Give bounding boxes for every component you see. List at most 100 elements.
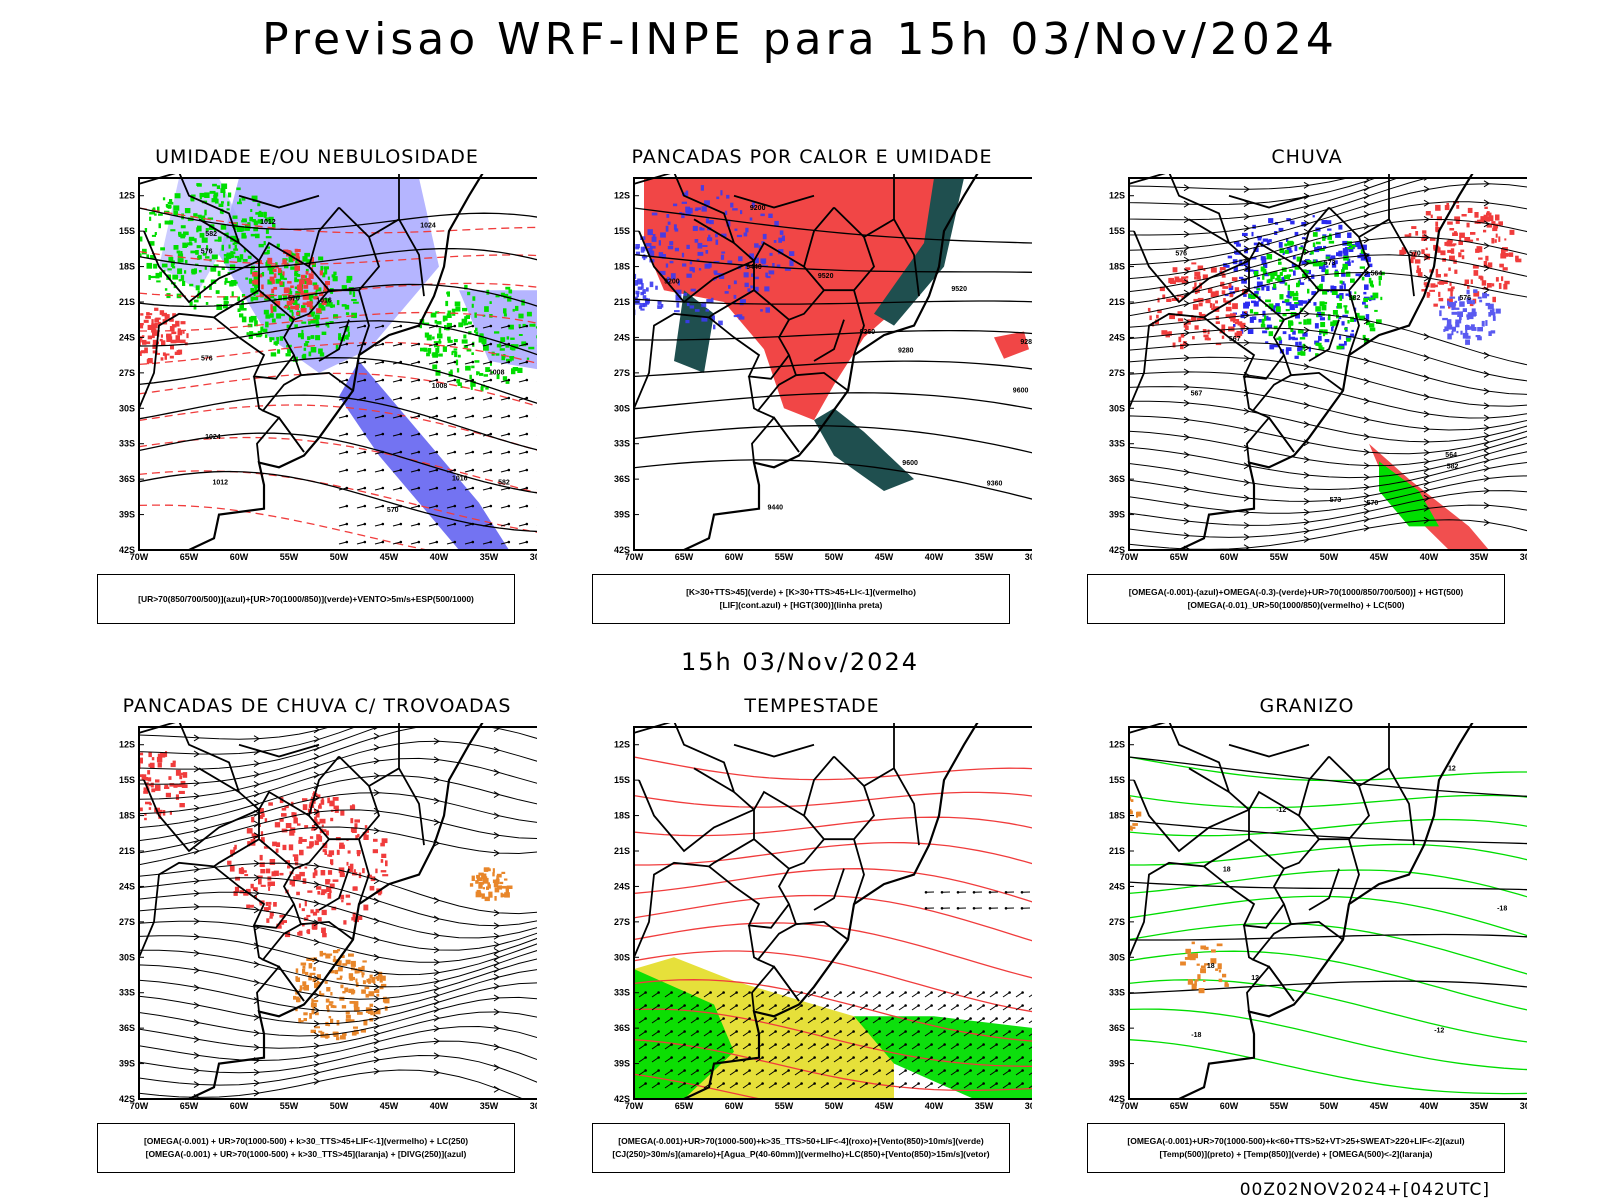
lon-tick-label: 60W [725,1101,744,1111]
lon-tick-label: 40W [1420,1101,1439,1111]
contour-label: 9200 [750,205,766,212]
lon-tick-label: 65W [675,1101,694,1111]
legend-line: [UR>70(850/700/500)](azul)+[UR>70(1000/8… [138,593,474,604]
lat-tick-label: 24S [119,332,135,342]
panel-title: PANCADAS POR CALOR E UMIDADE [631,146,993,168]
contour-label: 9600 [902,460,918,467]
contour-label: 1008 [432,383,448,390]
lat-tick-label: 21S [1109,846,1125,856]
panel-title: PANCADAS DE CHUVA C/ TROVOADAS [122,695,512,717]
lon-tick-label: 50W [825,1101,844,1111]
lon-tick-label: 40W [430,552,449,562]
lat-tick-label: 27S [119,368,135,378]
panel-title: GRANIZO [1259,695,1355,717]
contour-label: 576 [201,355,213,362]
contour-label: 18 [1223,867,1231,874]
panel-chuva: CHUVA 582 582 576 576 573 573 570 570 567 567 564 5… [1087,146,1527,636]
lat-tick-label: 21S [614,846,630,856]
legend-line: [OMEGA(-0.001)-(azul)+OMEGA(-0.3)-(verde… [1128,587,1464,597]
lon-tick-label: 55W [280,552,299,562]
contour-label: 1008 [489,370,505,377]
lat-tick-label: 12S [119,740,135,750]
panel-legend: [OMEGA(-0.001) + UR>70(1000-500) + k>30_… [97,1123,515,1173]
panel-pancadas-calor: PANCADAS POR CALOR E UMIDADE 9600 9600 952… [592,146,1032,636]
lon-tick-label: 55W [280,1101,299,1111]
lat-tick-label: 12S [1109,191,1125,201]
run-footer: 00Z02NOV2024+[042UTC] [1239,1180,1490,1200]
contour-label: 570 [387,507,399,514]
contour-label: 18 [1207,963,1215,970]
lon-tick-label: 50W [330,1101,349,1111]
legend-line: [Temp(500)](preto) + [Temp(850)](verde) … [1159,1149,1433,1159]
lon-tick-label: 40W [430,1101,449,1111]
lat-tick-label: 27S [614,917,630,927]
lat-tick-label: 36S [119,1023,135,1033]
lat-tick-label: 36S [614,474,630,484]
legend-line: [OMEGA(-0.001)+UR>70(1000-500)+k<60+TTS>… [1127,1136,1465,1146]
lon-tick-label: 35W [975,552,994,562]
lat-tick-label: 36S [1109,474,1125,484]
contour-label: 12 [1251,975,1259,982]
lat-tick-label: 24S [1109,881,1125,891]
lat-tick-label: 18S [1109,262,1125,272]
contour-label: 9600 [1013,388,1029,395]
lat-tick-label: 33S [119,439,135,449]
lat-tick-label: 18S [614,262,630,272]
lon-tick-label: 45W [875,552,894,562]
contour-label: 1012 [213,479,229,486]
contour-label: 570 [1367,500,1379,507]
lon-tick-label: 45W [380,1101,399,1111]
panel-tempestade: TEMPESTADE 12S 15S 18S 21S 24S 27S 30S 33S 36S 39… [592,695,1032,1185]
lat-tick-label: 39S [614,1059,630,1069]
contour-label: 582 [1349,295,1361,302]
lon-tick-label: 45W [380,552,399,562]
contour-label: 9360 [987,481,1003,488]
lon-tick-label: 70W [1120,552,1139,562]
lat-tick-label: 33S [614,988,630,998]
contour-label: 576 [1175,250,1187,257]
lat-tick-label: 27S [1109,917,1125,927]
legend-line: [OMEGA(-0.001) + UR>70(1000-500) + k>30_… [145,1149,467,1159]
lon-tick-label: 45W [1370,552,1389,562]
lon-tick-label: 70W [130,552,149,562]
lon-tick-label: 35W [480,552,499,562]
lat-tick-label: 15S [119,775,135,785]
panel-trovoadas: PANCADAS DE CHUVA C/ TROVOADAS 12S 15S 18S… [97,695,537,1185]
lon-tick-label: 70W [130,1101,149,1111]
lon-tick-label: 70W [625,1101,644,1111]
lon-tick-label: 35W [480,1101,499,1111]
contour-label: 564 [1371,271,1383,278]
map-umidade: 1008 1008 1012 1012 1016 1016 1024 1024 570 570 57… [119,174,537,562]
contour-label: -12 [1276,807,1286,814]
lon-tick-label: 65W [180,552,199,562]
lon-tick-label: 55W [1270,552,1289,562]
contour-label: 1012 [260,219,276,226]
lat-tick-label: 15S [119,226,135,236]
contour-label: -18 [1497,905,1507,912]
lon-tick-label: 35W [975,1101,994,1111]
map-granizo: 12 12 -12 -12 18 18 -18 -18 12S 15S 18S 21S 24S 27S 30… [1109,723,1527,1111]
panel-legend: [UR>70(850/700/500)](azul)+[UR>70(1000/8… [97,574,515,624]
lat-tick-label: 21S [119,846,135,856]
lat-tick-label: 18S [614,811,630,821]
lat-tick-label: 24S [119,881,135,891]
lon-tick-label: 30W [530,1101,537,1111]
lat-tick-label: 33S [614,439,630,449]
lat-tick-label: 39S [1109,1059,1125,1069]
contour-label: 567 [1191,390,1203,397]
lat-tick-label: 18S [119,262,135,272]
contour-label: 573 [1324,260,1336,267]
legend-line: [LIF](cont.azul) + [HGT(300)](linha pret… [719,600,883,610]
legend-line: [OMEGA(-0.001)+UR>70(1000-500)+k>35_TTS>… [618,1136,984,1146]
lon-tick-label: 65W [180,1101,199,1111]
lon-tick-label: 30W [1025,552,1032,562]
lat-tick-label: 15S [614,775,630,785]
lat-tick-label: 42S [1109,545,1125,555]
contour-label: 576 [1459,295,1471,302]
lon-tick-label: 60W [725,552,744,562]
lon-tick-label: 40W [925,552,944,562]
lat-tick-label: 30S [119,403,135,413]
lat-tick-label: 30S [1109,952,1125,962]
lon-tick-label: 50W [1320,1101,1339,1111]
